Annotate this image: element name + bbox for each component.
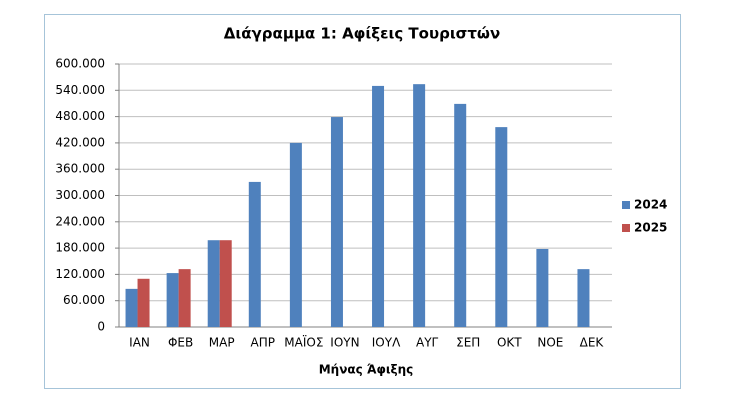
bar (125, 288, 138, 327)
y-tick-label: 300.000 (55, 188, 105, 202)
bar (166, 273, 179, 327)
bar (577, 269, 590, 327)
y-tick-label: 420.000 (55, 135, 105, 149)
bar (536, 248, 549, 327)
bar (178, 269, 191, 327)
y-tick-label: 0 (97, 320, 105, 334)
bar (248, 181, 261, 327)
x-tick-label: ΟΚΤ (497, 336, 522, 350)
bar (372, 85, 385, 328)
x-axis-title: Μήνας Άφιξης (319, 363, 414, 377)
x-tick-label: ΑΠΡ (251, 336, 275, 350)
bar (454, 103, 467, 327)
y-tick-label: 240.000 (55, 214, 105, 228)
bar (330, 117, 343, 327)
x-tick-label: ΑΥΓ (416, 336, 439, 350)
bar (219, 240, 232, 327)
y-tick-label: 180.000 (55, 241, 105, 255)
x-tick-label: ΜΑΡ (209, 336, 235, 350)
y-tick-label: 540.000 (55, 83, 105, 97)
y-tick-label: 120.000 (55, 267, 105, 281)
x-tick-label: ΦΕΒ (168, 336, 193, 350)
y-tick-label: 480.000 (55, 109, 105, 123)
x-tick-label: ΜΑΪΟΣ (284, 335, 323, 350)
chart-title: Διάγραμμα 1: Αφίξεις Τουριστών (224, 25, 500, 43)
bar (137, 278, 150, 327)
x-tick-label: ΣΕΠ (456, 336, 480, 350)
x-tick-label: ΙΑΝ (129, 336, 150, 350)
x-tick-label: ΔΕΚ (580, 336, 605, 350)
x-tick-label: ΙΟΥΛ (372, 336, 401, 350)
y-tick-label: 60.000 (63, 293, 105, 307)
x-tick-label: ΝΟΕ (537, 336, 563, 350)
x-tick-label: ΙΟΥΝ (330, 336, 359, 350)
bar (207, 240, 220, 327)
legend-label: 2025 (634, 221, 667, 235)
bar (289, 142, 302, 327)
legend-swatch (622, 201, 630, 209)
legend-swatch (622, 224, 630, 232)
y-tick-label: 360.000 (55, 162, 105, 176)
chart-frame (44, 14, 681, 389)
legend-label: 2024 (634, 198, 667, 212)
y-tick-label: 600.000 (55, 57, 105, 71)
bar (495, 127, 508, 328)
bar (413, 84, 426, 327)
